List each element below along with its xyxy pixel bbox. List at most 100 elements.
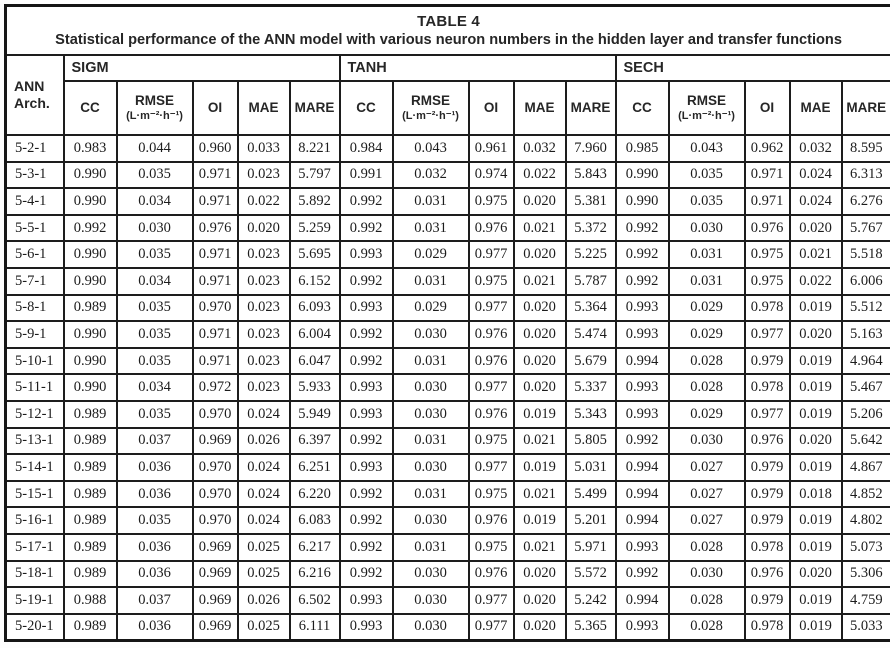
value-cell-tanh-mare: 5.364 — [564, 293, 617, 323]
row-header-arch: 5-20-1 — [4, 612, 65, 642]
col-header-ann-arch-line1: ANN — [14, 77, 45, 94]
value-cell-tanh-mae: 0.019 — [512, 453, 567, 482]
value-cell-sech-mare: 5.073 — [840, 532, 890, 562]
value-cell-sigm-oi: 0.960 — [191, 134, 239, 163]
value-cell-sech-oi: 0.978 — [743, 612, 791, 642]
table-row: 5-17-1 0.989 0.036 0.969 0.025 6.217 0.992 0.03… — [4, 532, 890, 562]
value-cell-sech-cc: 0.993 — [614, 399, 670, 429]
value-cell-sigm-mare: 5.259 — [288, 213, 341, 243]
value-cell-sech-cc: 0.993 — [614, 373, 670, 402]
value-cell-sigm-oi: 0.971 — [191, 320, 239, 349]
value-cell-tanh-rmse: 0.031 — [391, 346, 470, 376]
value-cell-tanh-oi: 0.975 — [467, 479, 515, 509]
value-cell-tanh-cc: 0.992 — [338, 532, 394, 562]
value-cell-sech-oi: 0.979 — [743, 453, 791, 482]
value-cell-sech-oi: 0.971 — [743, 187, 791, 216]
value-cell-sech-mare: 5.033 — [840, 612, 890, 642]
value-cell-sech-rmse: 0.029 — [667, 399, 746, 429]
value-cell-sigm-mae: 0.022 — [236, 187, 291, 216]
value-cell-sech-oi: 0.971 — [743, 160, 791, 190]
value-cell-sech-cc: 0.994 — [614, 506, 670, 535]
row-header-arch: 5-2-1 — [4, 134, 65, 163]
value-cell-sigm-cc: 0.989 — [62, 612, 118, 642]
row-header-arch: 5-12-1 — [4, 399, 65, 429]
value-cell-sech-mae: 0.019 — [788, 293, 843, 323]
value-cell-sigm-oi: 0.969 — [191, 612, 239, 642]
value-cell-tanh-oi: 0.977 — [467, 240, 515, 269]
row-header-arch: 5-5-1 — [4, 213, 65, 243]
value-cell-tanh-rmse: 0.030 — [391, 453, 470, 482]
value-cell-tanh-mae: 0.020 — [512, 612, 567, 642]
table-row: 5-9-1 0.990 0.035 0.971 0.023 6.004 0.992 0.030… — [4, 320, 890, 349]
value-cell-sigm-oi: 0.969 — [191, 426, 239, 456]
value-cell-sigm-mare: 6.093 — [288, 293, 341, 323]
col-header-sech-rmse: RMSE (L·m⁻²·h⁻¹) — [667, 80, 746, 136]
group-header-sigm: SIGM — [62, 54, 341, 82]
value-cell-tanh-cc: 0.993 — [338, 612, 394, 642]
value-cell-tanh-mare: 7.960 — [564, 134, 617, 163]
table-row: 5-4-1 0.990 0.034 0.971 0.022 5.892 0.992 0.031… — [4, 187, 890, 216]
value-cell-sech-rmse: 0.028 — [667, 612, 746, 642]
value-cell-tanh-oi: 0.976 — [467, 213, 515, 243]
value-cell-sech-oi: 0.979 — [743, 479, 791, 509]
value-cell-sech-mae: 0.019 — [788, 453, 843, 482]
value-cell-sigm-cc: 0.988 — [62, 586, 118, 615]
value-cell-sigm-mare: 6.047 — [288, 346, 341, 376]
value-cell-sech-rmse: 0.029 — [667, 320, 746, 349]
value-cell-tanh-mare: 5.372 — [564, 213, 617, 243]
value-cell-sigm-mae: 0.023 — [236, 320, 291, 349]
value-cell-tanh-rmse: 0.031 — [391, 426, 470, 456]
value-cell-sech-oi: 0.977 — [743, 320, 791, 349]
row-header-arch: 5-9-1 — [4, 320, 65, 349]
value-cell-sigm-mare: 6.083 — [288, 506, 341, 535]
table-row: 5-12-1 0.989 0.035 0.970 0.024 5.949 0.993 0.03… — [4, 399, 890, 429]
value-cell-sech-mae: 0.032 — [788, 134, 843, 163]
value-cell-tanh-mae: 0.020 — [512, 586, 567, 615]
value-cell-tanh-oi: 0.977 — [467, 373, 515, 402]
value-cell-sigm-oi: 0.970 — [191, 293, 239, 323]
value-cell-tanh-mare: 5.474 — [564, 320, 617, 349]
value-cell-tanh-cc: 0.992 — [338, 506, 394, 535]
value-cell-sech-mare: 5.163 — [840, 320, 890, 349]
value-cell-tanh-mare: 5.031 — [564, 453, 617, 482]
col-header-sigm-cc: CC — [62, 80, 118, 136]
value-cell-tanh-oi: 0.976 — [467, 506, 515, 535]
value-cell-sech-cc: 0.993 — [614, 612, 670, 642]
value-cell-sech-oi: 0.976 — [743, 426, 791, 456]
row-header-arch: 5-15-1 — [4, 479, 65, 509]
table-row: 5-2-1 0.983 0.044 0.960 0.033 8.221 0.984 0.043… — [4, 134, 890, 163]
row-header-arch: 5-10-1 — [4, 346, 65, 376]
value-cell-sech-oi: 0.979 — [743, 346, 791, 376]
value-cell-sigm-oi: 0.971 — [191, 240, 239, 269]
table-number: TABLE 4 — [417, 12, 480, 30]
title-row: TABLE 4 Statistical performance of the A… — [4, 4, 890, 56]
value-cell-sech-rmse: 0.030 — [667, 213, 746, 243]
value-cell-sigm-mae: 0.026 — [236, 586, 291, 615]
value-cell-sech-mae: 0.019 — [788, 612, 843, 642]
value-cell-tanh-mare: 5.971 — [564, 532, 617, 562]
value-cell-sigm-mare: 6.397 — [288, 426, 341, 456]
value-cell-sech-mare: 5.306 — [840, 559, 890, 589]
value-cell-sigm-rmse: 0.037 — [115, 586, 194, 615]
table-row: 5-7-1 0.990 0.034 0.971 0.023 6.152 0.992 0.031… — [4, 266, 890, 296]
value-cell-sech-mare: 4.867 — [840, 453, 890, 482]
value-cell-tanh-rmse: 0.030 — [391, 320, 470, 349]
value-cell-sigm-oi: 0.970 — [191, 479, 239, 509]
value-cell-sech-mare: 5.642 — [840, 426, 890, 456]
value-cell-sigm-oi: 0.969 — [191, 559, 239, 589]
value-cell-sech-cc: 0.992 — [614, 213, 670, 243]
value-cell-sigm-mare: 6.216 — [288, 559, 341, 589]
value-cell-tanh-mae: 0.021 — [512, 266, 567, 296]
value-cell-sigm-oi: 0.970 — [191, 399, 239, 429]
value-cell-sech-mare: 6.006 — [840, 266, 890, 296]
col-header-tanh-cc: CC — [338, 80, 394, 136]
value-cell-tanh-mae: 0.020 — [512, 559, 567, 589]
col-header-tanh-mare: MARE — [564, 80, 617, 136]
value-cell-sigm-cc: 0.989 — [62, 479, 118, 509]
value-cell-sigm-cc: 0.989 — [62, 559, 118, 589]
value-cell-tanh-cc: 0.993 — [338, 586, 394, 615]
col-header-sech-mae: MAE — [788, 80, 843, 136]
table-row: 5-15-1 0.989 0.036 0.970 0.024 6.220 0.992 0.03… — [4, 479, 890, 509]
ann-performance-table: TABLE 4 Statistical performance of the A… — [4, 4, 890, 643]
value-cell-sigm-rmse: 0.035 — [115, 320, 194, 349]
